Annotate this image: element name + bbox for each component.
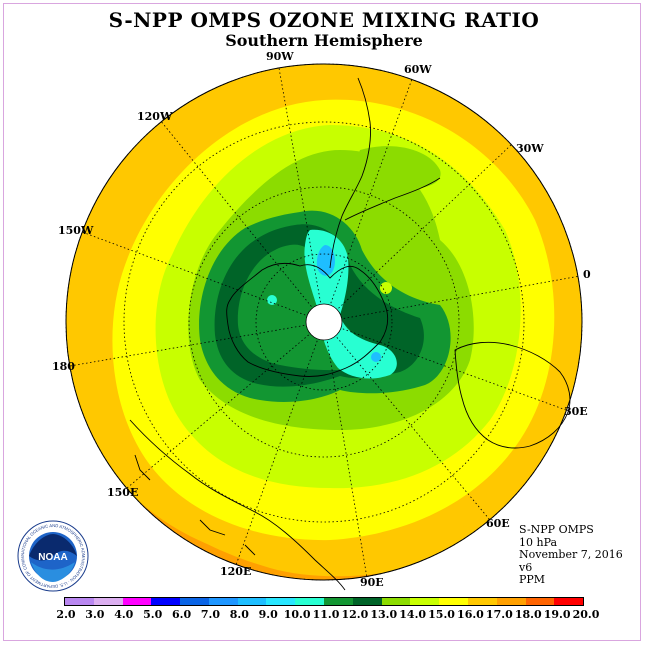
meridian-60e <box>323 321 491 521</box>
map-boundary <box>65 63 583 581</box>
noaa-logo-bird <box>29 534 77 561</box>
ozone-band-light-green-north <box>356 146 441 190</box>
colorbar-swatch-12 <box>410 598 440 605</box>
graticule-circle-60 <box>123 121 525 523</box>
info-date: November 7, 2016 <box>519 548 623 561</box>
meridian-30e <box>323 321 567 411</box>
meridian-30w <box>323 144 512 323</box>
colorbar-swatch-16 <box>525 598 555 605</box>
colorbar-tick-label: 9.0 <box>258 608 278 621</box>
colorbar-swatch-6 <box>237 598 267 605</box>
graticule-circle-70 <box>188 186 460 458</box>
ozone-band-light-blue-2 <box>371 352 381 362</box>
africa-coast <box>454 341 571 449</box>
graticule-circle-80 <box>255 253 393 391</box>
lon-label-60e: 60E <box>486 517 510 530</box>
meridian-150w <box>81 231 325 323</box>
colorbar-swatch-0 <box>65 598 94 605</box>
map-subtitle: Southern Hemisphere <box>225 31 423 50</box>
info-block: S-NPP OMPS 10 hPa November 7, 2016 v6 PP… <box>519 523 623 587</box>
colorbar-tick-label: 20.0 <box>572 608 600 621</box>
colorbar-tick-label: 19.0 <box>543 608 571 621</box>
lon-label-0: 0 <box>583 268 591 281</box>
australia-coast <box>129 419 346 591</box>
scotia-arc-coast <box>344 177 441 221</box>
colorbar-swatch-9 <box>324 598 353 605</box>
lon-label-60w: 60W <box>404 63 432 76</box>
meridian-60w <box>323 78 413 323</box>
colorbar-swatch-15 <box>496 598 526 605</box>
colorbar-tick-label: 5.0 <box>143 608 163 621</box>
meridian-90e <box>323 321 368 579</box>
meridian-120e <box>235 321 325 566</box>
colorbar-tick-label: 13.0 <box>370 608 398 621</box>
colorbar-tick-label: 14.0 <box>399 608 427 621</box>
colorbar-swatch-4 <box>180 598 209 605</box>
colorbar-tick-label: 11.0 <box>312 608 340 621</box>
colorbar-tick-label: 12.0 <box>341 608 369 621</box>
colorbar-swatch-2 <box>122 598 152 605</box>
lon-label-90w: 90W <box>266 50 294 63</box>
colorbar-tick-label: 3.0 <box>85 608 105 621</box>
info-version: v6 <box>519 560 533 574</box>
colorbar-tick-label: 18.0 <box>514 608 542 621</box>
coastlines <box>129 77 571 591</box>
meridian-0 <box>323 275 581 323</box>
islands-coast <box>134 454 256 556</box>
lon-label-180: 180 <box>52 360 75 373</box>
ozone-band-cyan-small <box>267 295 277 305</box>
colorbar-swatch-1 <box>93 598 123 605</box>
colorbar-tick-label: 17.0 <box>485 608 513 621</box>
colorbar <box>64 597 584 606</box>
colorbar-tick-label: 6.0 <box>171 608 192 621</box>
colorbar-swatch-7 <box>266 598 296 605</box>
colorbar-tick-label: 10.0 <box>283 608 311 621</box>
polar-data-gap <box>305 303 343 341</box>
noaa-logo-wave <box>31 562 75 582</box>
colorbar-tick-label: 16.0 <box>457 608 484 621</box>
lon-label-30w: 30W <box>516 142 544 155</box>
ozone-band-light-green-small <box>380 282 392 294</box>
colorbar-swatch-10 <box>352 598 382 605</box>
colorbar-swatch-3 <box>151 598 181 605</box>
meridian-120w <box>159 119 325 323</box>
lon-label-150e: 150E <box>107 486 138 499</box>
meridian-180 <box>69 321 325 367</box>
lon-label-90e: 90E <box>360 576 384 589</box>
colorbar-swatch-8 <box>295 598 325 605</box>
ozone-band-light-blue <box>316 245 335 276</box>
colorbar-tick-label: 15.0 <box>428 608 455 621</box>
info-level: 10 hPa <box>519 535 558 549</box>
colorbar-swatch-5 <box>208 598 238 605</box>
antarctic-peninsula-coast <box>329 77 371 269</box>
lon-label-120e: 120E <box>220 565 251 578</box>
colorbar-swatch-14 <box>467 598 497 605</box>
lon-label-30e: 30E <box>564 405 588 418</box>
info-instrument: S-NPP OMPS <box>519 523 594 536</box>
colorbar-tick-label: 7.0 <box>200 608 221 621</box>
colorbar-ticks: 2.0 3.0 4.0 5.0 6.0 7.0 8.0 9.0 10.0 11.0 12.0 13.0… <box>0 608 648 622</box>
noaa-logo-text: NOAA <box>38 552 67 563</box>
colorbar-tick-label: 4.0 <box>114 608 134 621</box>
colorbar-tick-label: 2.0 <box>56 608 76 621</box>
plot-frame <box>3 3 641 641</box>
lon-label-150w: 150W <box>58 224 94 237</box>
colorbar-swatch-13 <box>439 598 468 605</box>
map-title: S-NPP OMPS OZONE MIXING RATIO <box>108 8 540 32</box>
meridian-150e <box>126 321 325 489</box>
colorbar-tick-label: 8.0 <box>229 608 249 621</box>
colorbar-swatch-17 <box>554 598 584 605</box>
noaa-logo: NOAA NATIONAL OCEANIC AND ATMOSPHERIC AD… <box>17 520 89 592</box>
meridian-90w <box>278 67 325 323</box>
info-units: PPM <box>519 573 546 586</box>
colorbar-swatch-11 <box>381 598 411 605</box>
lon-label-120w: 120W <box>137 110 173 123</box>
antarctica-coast <box>226 262 389 377</box>
